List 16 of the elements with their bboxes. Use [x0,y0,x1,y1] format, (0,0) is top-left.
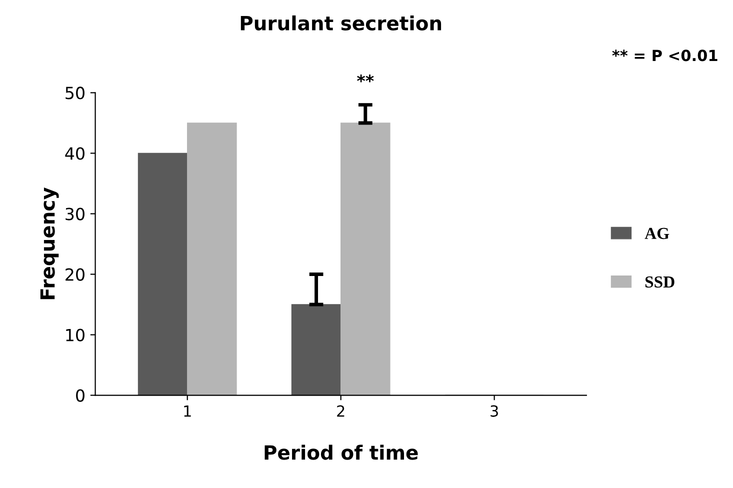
y-axis-title: Frequency [40,187,59,300]
annotation: ** [357,74,374,82]
y-tick-label: 50 [66,86,84,100]
chart-title: Purulant secretion [240,15,442,30]
legend-label: AG [644,228,670,240]
y-tick-label: 10 [66,328,84,342]
y-tick-label: 20 [66,268,84,281]
y-tick-label: 30 [66,208,84,220]
y-tick-label: 0 [76,389,84,402]
x-tick-label: 3 [490,405,498,417]
y-tick-label: 40 [65,147,84,160]
x-tick-label: 2 [337,405,344,417]
x-tick-label: 1 [184,405,191,417]
legend-label: SSD [645,276,674,288]
x-axis-title: Period of time [264,444,418,460]
text: ** = P <0.01 [612,50,718,62]
